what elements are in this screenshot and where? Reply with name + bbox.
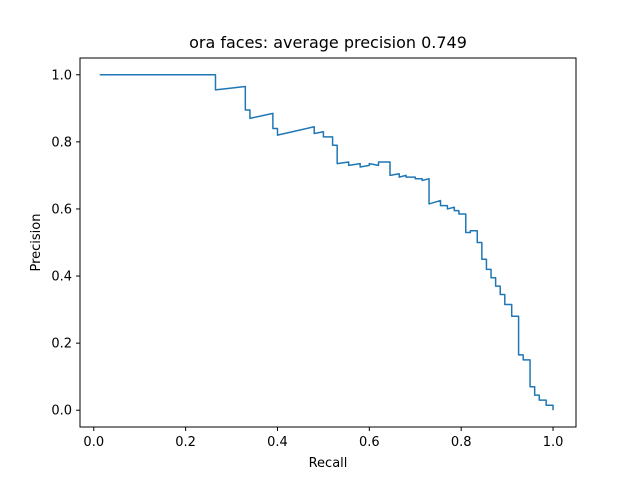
plot-area bbox=[79, 57, 577, 428]
x-axis: 0.0 0.2 0.4 0.6 0.8 1.0 bbox=[83, 427, 563, 450]
x-tick-label: 0.4 bbox=[267, 435, 288, 450]
y-axis: 0.0 0.2 0.4 0.6 0.8 1.0 bbox=[51, 68, 80, 419]
x-tick-label: 0.0 bbox=[83, 435, 104, 450]
x-tick-label: 0.8 bbox=[451, 435, 472, 450]
y-tick-label: 0.4 bbox=[51, 270, 72, 285]
chart-title: ora faces: average precision 0.749 bbox=[189, 33, 467, 52]
axes-frame bbox=[79, 57, 577, 428]
y-tick-label: 0.6 bbox=[51, 202, 72, 217]
y-tick-label: 0.2 bbox=[51, 337, 72, 352]
x-tick-label: 1.0 bbox=[543, 435, 564, 450]
y-tick-label: 0.8 bbox=[51, 135, 72, 150]
x-tick-label: 0.2 bbox=[175, 435, 196, 450]
x-tick-label: 0.6 bbox=[359, 435, 380, 450]
series-line bbox=[99, 74, 554, 411]
y-tick-label: 0.0 bbox=[51, 404, 72, 419]
y-tick-label: 1.0 bbox=[51, 68, 72, 83]
y-axis-label: Precision bbox=[29, 213, 44, 271]
x-axis-label: Recall bbox=[309, 456, 348, 471]
